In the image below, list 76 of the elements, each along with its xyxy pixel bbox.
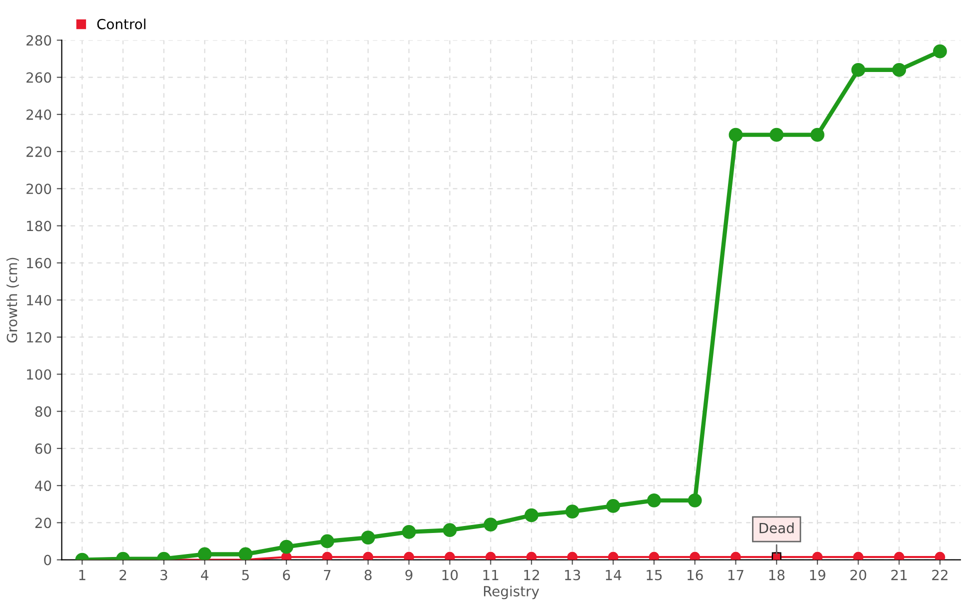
x-tick-label: 20 <box>850 570 866 580</box>
point <box>567 552 578 560</box>
point <box>892 62 906 77</box>
point <box>484 518 498 532</box>
point <box>404 552 414 560</box>
point <box>730 552 741 560</box>
point <box>894 552 904 560</box>
point <box>279 540 294 554</box>
y-tick-label: 100 <box>27 369 52 380</box>
point <box>362 552 374 560</box>
x-tick-label: 13 <box>565 570 580 580</box>
x-tick-label: 17 <box>728 570 744 580</box>
x-axis-title: Registry <box>484 586 540 600</box>
y-tick-label: 220 <box>26 146 52 158</box>
x-tick-label: 15 <box>646 570 662 580</box>
point <box>526 552 537 560</box>
x-tick-label: 7 <box>324 570 330 580</box>
point <box>770 128 784 142</box>
y-tick-label: 20 <box>35 518 52 528</box>
y-tick-label: 260 <box>26 72 52 83</box>
point <box>198 547 212 560</box>
x-tick-label: 18 <box>769 570 784 580</box>
point <box>933 44 947 58</box>
x-tick-label: 1 <box>79 570 86 580</box>
point <box>444 552 456 560</box>
point <box>402 525 416 539</box>
x-tick-label: 4 <box>200 570 208 580</box>
x-tick-label: 11 <box>483 570 498 580</box>
x-tick-label: 3 <box>160 570 168 580</box>
point <box>322 552 332 560</box>
y-tick-label: 40 <box>35 480 52 492</box>
x-tick-label: 2 <box>120 570 126 580</box>
point <box>851 62 866 77</box>
point <box>606 499 620 513</box>
point <box>608 552 618 560</box>
point <box>690 552 700 560</box>
y-tick-label: 240 <box>26 109 52 120</box>
x-tick-label: 19 <box>810 570 826 580</box>
x-tick-label: 21 <box>891 570 907 580</box>
point <box>934 552 946 560</box>
y-tick-label: 140 <box>27 294 52 306</box>
x-tick-label: 9 <box>405 570 412 580</box>
x-tick-label: 6 <box>282 570 290 580</box>
point <box>524 508 538 522</box>
point <box>728 128 743 142</box>
y-tick-label: 280 <box>26 35 52 46</box>
point <box>485 552 496 560</box>
point <box>565 504 580 518</box>
point <box>647 493 661 508</box>
y-axis-title: Growth (cm) <box>6 258 19 343</box>
point <box>320 534 334 548</box>
x-tick-label: 14 <box>606 570 622 580</box>
x-tick-label: 10 <box>442 570 458 580</box>
y-tick-label: 180 <box>27 220 52 232</box>
point <box>648 552 660 560</box>
legend-label: Control <box>97 18 146 30</box>
point <box>361 530 376 544</box>
point <box>812 552 823 560</box>
point <box>442 523 457 538</box>
x-tick-label: 22 <box>932 570 948 580</box>
point <box>853 552 864 560</box>
x-tick-label: 16 <box>688 570 703 580</box>
y-tick-label: 200 <box>26 184 52 194</box>
y-tick-label: 120 <box>27 332 52 343</box>
y-tick-label: 0 <box>44 554 52 566</box>
x-tick-label: 8 <box>364 570 372 580</box>
point <box>810 128 824 142</box>
point <box>281 552 292 560</box>
point <box>238 547 252 560</box>
x-tick-label: 5 <box>242 570 249 580</box>
x-tick-label: 12 <box>524 570 539 580</box>
y-tick-label: 160 <box>27 258 52 268</box>
point <box>688 493 702 508</box>
y-tick-label: 60 <box>35 443 52 454</box>
annotation: Dead <box>760 522 794 534</box>
y-tick-label: 80 <box>35 406 52 417</box>
